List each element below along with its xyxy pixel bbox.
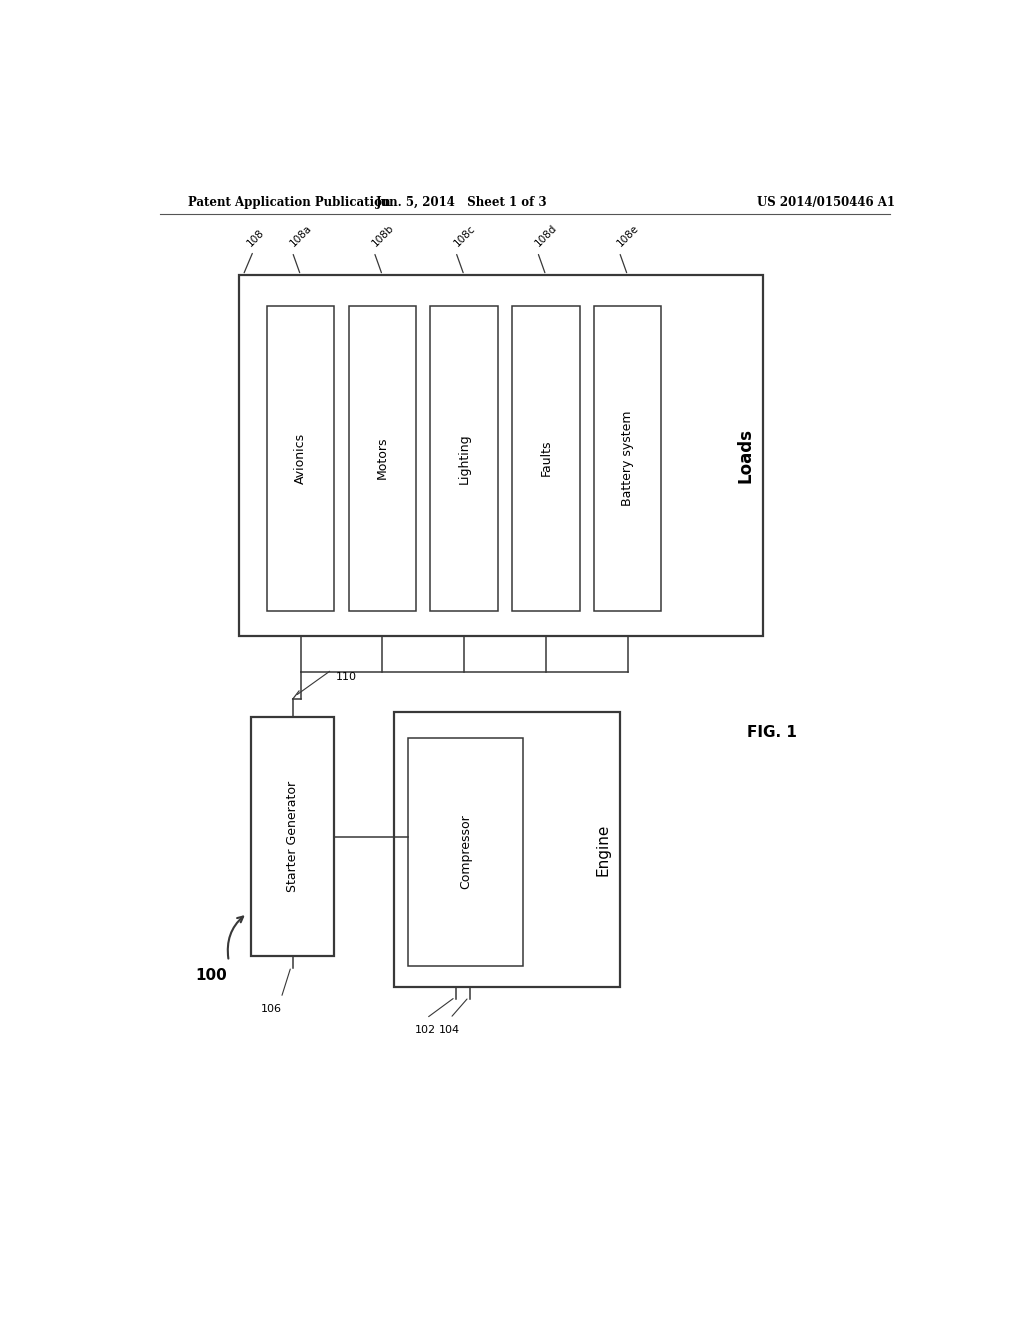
- Text: 108: 108: [246, 228, 266, 249]
- Text: 110: 110: [336, 672, 357, 682]
- Text: US 2014/0150446 A1: US 2014/0150446 A1: [758, 195, 895, 209]
- Bar: [348, 306, 416, 611]
- Text: Starter Generator: Starter Generator: [286, 781, 299, 892]
- Text: Motors: Motors: [376, 437, 389, 479]
- Bar: [394, 713, 621, 987]
- Bar: [409, 738, 523, 966]
- Bar: [594, 306, 662, 611]
- Text: Battery system: Battery system: [622, 411, 634, 506]
- Text: 108e: 108e: [615, 223, 641, 249]
- Bar: [240, 276, 763, 636]
- Text: Loads: Loads: [736, 428, 755, 483]
- Text: Lighting: Lighting: [458, 433, 471, 483]
- Text: 108b: 108b: [370, 223, 395, 249]
- Text: Jun. 5, 2014   Sheet 1 of 3: Jun. 5, 2014 Sheet 1 of 3: [376, 195, 547, 209]
- Text: Patent Application Publication: Patent Application Publication: [187, 195, 390, 209]
- Text: 104: 104: [439, 1024, 460, 1035]
- Text: Avionics: Avionics: [294, 433, 307, 484]
- Text: Engine: Engine: [595, 824, 610, 875]
- Bar: [430, 306, 498, 611]
- Text: 102: 102: [416, 1024, 436, 1035]
- Bar: [512, 306, 580, 611]
- Text: FIG. 1: FIG. 1: [748, 725, 797, 741]
- Text: 100: 100: [196, 968, 227, 982]
- Text: 108a: 108a: [289, 223, 313, 249]
- Bar: [267, 306, 334, 611]
- Text: Faults: Faults: [540, 440, 552, 477]
- Text: 108c: 108c: [452, 224, 477, 249]
- Bar: [251, 718, 334, 956]
- Text: 106: 106: [261, 1005, 283, 1014]
- Text: Compressor: Compressor: [459, 814, 472, 890]
- Text: 108d: 108d: [534, 223, 559, 249]
